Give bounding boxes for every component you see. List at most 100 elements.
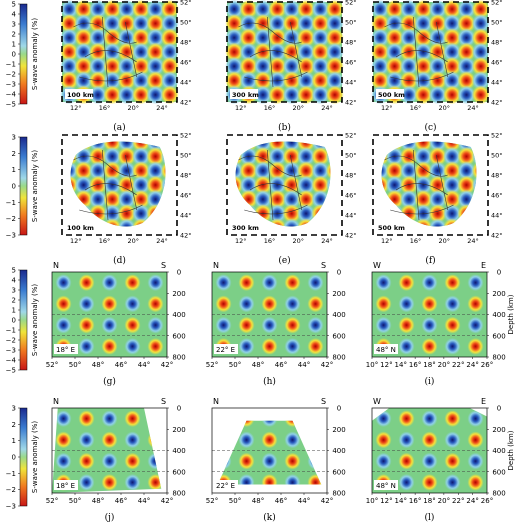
depth-axis-label: Depth (km) [507, 430, 515, 470]
negative-anomaly [467, 473, 484, 491]
x-tick-label: 48° [252, 361, 264, 369]
positive-anomaly [398, 431, 415, 449]
positive-anomaly [147, 316, 164, 334]
lat-tick-label: 44° [345, 79, 357, 87]
negative-anomaly [385, 161, 404, 181]
negative-anomaly [55, 295, 72, 313]
direction-label-left: N [53, 397, 59, 406]
negative-anomaly [132, 85, 151, 105]
x-tick-label: 10° [366, 361, 378, 369]
negative-anomaly [101, 473, 118, 491]
panel-k: 0 200 400 600 800 52° 50° 48° 46° 44° 42° N S 22° E (k… [206, 397, 346, 523]
panel-caption: (b) [278, 122, 291, 133]
lon-tick-label: 24° [467, 237, 479, 245]
negative-anomaly [284, 452, 301, 470]
depth-tick-label: 200 [332, 426, 345, 434]
positive-anomaly [132, 13, 151, 33]
colorbar-tick-label: 3 [12, 21, 16, 29]
depth-tick-label: 0 [337, 405, 341, 413]
positive-anomaly [261, 420, 278, 428]
negative-anomaly [375, 431, 392, 449]
lat-tick-label: 42° [345, 232, 357, 240]
positive-anomaly [74, 71, 93, 91]
x-tick-label: 52° [206, 361, 218, 369]
positive-anomaly [457, 85, 476, 105]
negative-anomaly [147, 295, 164, 313]
colorbar-tick-label: 2 [12, 31, 16, 39]
depth-tick-label: 800 [172, 490, 185, 498]
depth-tick-label: 600 [172, 468, 185, 476]
lat-tick-label: 46° [345, 192, 357, 200]
lat-tick-label: 50° [180, 19, 192, 27]
negative-anomaly [268, 85, 287, 105]
depth-tick-label: 400 [332, 311, 345, 319]
positive-anomaly [239, 175, 258, 195]
negative-anomaly [55, 431, 72, 449]
colorbar-gradient [19, 407, 28, 507]
colorbar-tick-label: −5 [6, 367, 16, 375]
positive-anomaly [297, 146, 316, 166]
lat-tick-label: 44° [180, 212, 192, 220]
colorbar-tick-label: 0 [12, 183, 16, 191]
direction-label-right: E [481, 397, 486, 406]
colorbar-tick-label: 0 [12, 317, 16, 325]
colorbar-label: S-wave anomaly (%) [31, 284, 39, 356]
negative-anomaly [371, 71, 390, 91]
negative-anomaly [467, 295, 484, 313]
positive-anomaly [239, 71, 258, 91]
negative-anomaly [239, 28, 258, 48]
positive-anomaly [421, 410, 438, 428]
x-tick-label: 22° [452, 361, 464, 369]
colorbar-label: S-wave anomaly (%) [31, 150, 39, 222]
positive-anomaly [457, 0, 476, 19]
lat-tick-label: 48° [345, 172, 357, 180]
negative-anomaly [428, 13, 447, 33]
x-tick-label: 12° [380, 361, 392, 369]
positive-anomaly [146, 56, 165, 76]
depth-tick-label: 0 [177, 405, 181, 413]
negative-anomaly [225, 42, 244, 62]
inset-box [376, 222, 404, 232]
lat-tick-label: 42° [491, 99, 503, 107]
negative-anomaly [261, 431, 278, 449]
lon-tick-label: 20° [439, 104, 451, 112]
panel-g: 0 200 400 600 800 52° 50° 48° 46° 44° 42° N S 18° E (g… [46, 261, 186, 387]
direction-label-left: W [373, 397, 381, 406]
section-location-label: 48° N [376, 482, 396, 490]
colorbar-gradient [19, 136, 28, 236]
negative-anomaly [132, 161, 151, 181]
lat-tick-label: 44° [345, 212, 357, 220]
negative-anomaly [399, 175, 418, 195]
positive-anomaly [385, 71, 404, 91]
colorbar-gradient [19, 3, 28, 105]
positive-anomaly [399, 161, 418, 181]
x-tick-label: 50° [69, 361, 81, 369]
positive-anomaly [103, 175, 122, 195]
positive-anomaly [88, 28, 107, 48]
positive-anomaly [103, 146, 122, 166]
positive-anomaly [428, 189, 447, 209]
positive-anomaly [60, 0, 79, 19]
negative-anomaly [414, 161, 433, 181]
negative-anomaly [471, 85, 490, 105]
lon-tick-label: 24° [156, 104, 168, 112]
positive-anomaly [132, 175, 151, 195]
negative-anomaly [78, 452, 95, 470]
negative-anomaly [325, 28, 344, 48]
positive-anomaly [307, 316, 324, 334]
positive-anomaly [225, 56, 244, 76]
lon-tick-label: 24° [321, 237, 333, 245]
negative-anomaly [160, 85, 179, 105]
positive-anomaly [78, 473, 95, 491]
positive-anomaly [444, 431, 461, 449]
colorbar-tick-label: −1 [6, 327, 16, 335]
positive-anomaly [253, 189, 272, 209]
direction-label-left: N [213, 397, 219, 406]
x-tick-label: 50° [69, 497, 81, 505]
lon-tick-label: 12° [381, 104, 393, 112]
lat-tick-label: 44° [491, 212, 503, 220]
section-location-label: 18° E [56, 482, 75, 490]
positive-anomaly [311, 85, 330, 105]
lon-tick-label: 12° [235, 104, 247, 112]
negative-anomaly [297, 0, 316, 19]
